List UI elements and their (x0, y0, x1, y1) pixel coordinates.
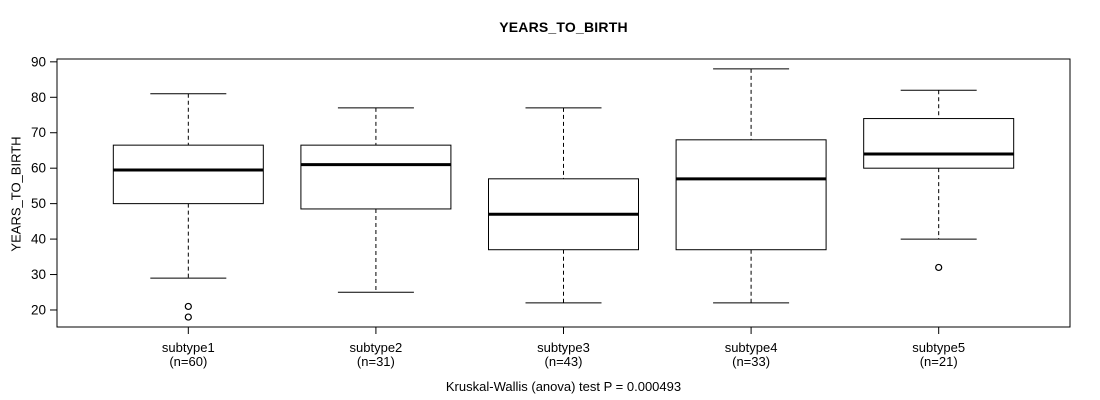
stat-annotation: Kruskal-Wallis (anova) test P = 0.000493 (445, 379, 682, 394)
y-tick-label: 30 (31, 267, 46, 282)
y-tick-label: 50 (31, 196, 46, 211)
outlier-point-subtype5 (935, 263, 943, 272)
x-tick-label-subtype5: subtype5 (912, 340, 965, 355)
iqr-box-subtype5 (863, 118, 1015, 169)
x-tick-label-subtype4: subtype4 (725, 340, 778, 355)
y-tick-label: 70 (31, 125, 46, 140)
x-tick-label-subtype1: subtype1 (162, 340, 215, 355)
x-tick-sublabel-subtype2: (n=31) (357, 354, 395, 369)
y-tick-label: 80 (31, 90, 46, 105)
y-tick-label: 60 (31, 161, 46, 176)
x-tick-label-subtype2: subtype2 (350, 340, 403, 355)
x-tick-sublabel-subtype1: (n=60) (169, 354, 207, 369)
x-tick-label-subtype3: subtype3 (537, 340, 590, 355)
iqr-box-subtype1 (112, 144, 264, 205)
chart-title: YEARS_TO_BIRTH (499, 19, 628, 35)
iqr-box-subtype4 (675, 139, 827, 251)
x-tick-sublabel-subtype3: (n=43) (545, 354, 583, 369)
x-tick-sublabel-subtype5: (n=21) (920, 354, 958, 369)
outlier-point-subtype1 (184, 302, 192, 311)
y-tick-label: 20 (31, 302, 46, 317)
y-tick-label: 90 (31, 54, 46, 69)
y-tick-label: 40 (31, 232, 46, 247)
x-tick-sublabel-subtype4: (n=33) (732, 354, 770, 369)
iqr-box-subtype2 (300, 144, 452, 210)
outlier-point-subtype1 (184, 313, 192, 321)
